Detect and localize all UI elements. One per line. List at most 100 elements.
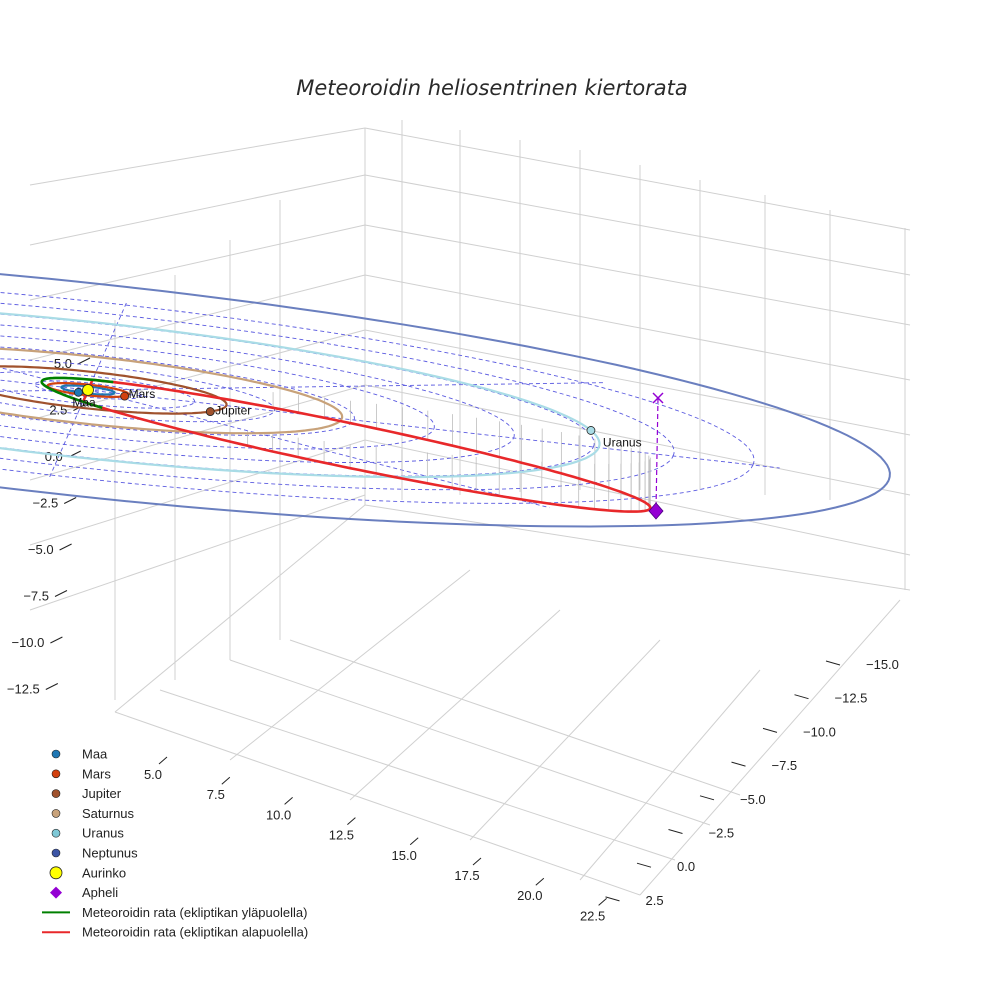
ecliptic-radial-line	[87, 301, 128, 391]
ecliptic-reference-ring	[0, 358, 275, 423]
y-tick-mark	[762, 727, 778, 733]
legend-label: Mars	[82, 766, 111, 781]
z-axis-ticks: 5.02.50.0−2.5−5.0−7.5−10.0−12.5	[7, 356, 91, 697]
y-tick-mark	[825, 660, 841, 666]
y-tick-mark	[636, 862, 652, 868]
x-tick-label: 15.0	[392, 848, 417, 863]
y-tick-label: 0.0	[677, 859, 695, 874]
z-tick-mark	[59, 543, 72, 551]
orbit-ring-saturnus	[0, 347, 344, 435]
aphelion-marker	[648, 502, 664, 520]
legend-marker	[50, 886, 62, 899]
x-tick-label: 22.5	[580, 908, 605, 923]
ecliptic-reference-ring	[0, 324, 515, 463]
x-tick-mark	[284, 797, 293, 805]
orbit-ring-uranus	[0, 312, 601, 479]
planet-label-mars: Mars	[129, 387, 156, 401]
orbit-ring-jupiter	[0, 365, 228, 415]
z-tick-label: −12.5	[7, 682, 40, 697]
aphelion-projection-line	[655, 397, 659, 511]
planet-markers: Maa Mars Jupiter Uranus	[72, 384, 642, 449]
y-tick-label: −15.0	[866, 657, 899, 672]
y-tick-mark	[668, 829, 683, 834]
y-tick-label: −10.0	[803, 724, 836, 739]
y-tick-label: −2.5	[709, 826, 735, 841]
y-tick-mark	[794, 694, 809, 700]
orbit-ring-maa	[60, 384, 116, 396]
y-axis-ticks: −15.0 −12.5 −10.0 −7.5 −5.0 −2.5 0.0 2.5	[605, 657, 899, 908]
x-tick-label: 17.5	[454, 868, 479, 883]
planet-label-maa: Maa	[72, 395, 96, 409]
legend: Maa Mars Jupiter Saturnus Uranus Neptunus Auri…	[42, 747, 308, 940]
x-tick-mark	[409, 837, 419, 846]
legend-marker	[51, 809, 61, 818]
ecliptic-radial-line	[87, 382, 605, 391]
planet-orbits	[0, 273, 891, 528]
chart-title: Meteoroidin heliosentrinen kiertorata	[296, 76, 688, 100]
legend-label: Neptunus	[82, 846, 138, 861]
z-tick-mark	[54, 590, 68, 597]
x-tick-label: 7.5	[207, 787, 225, 802]
y-tick-label: −7.5	[772, 758, 798, 773]
legend-marker	[51, 828, 61, 838]
ecliptic-reference-grid	[0, 292, 780, 509]
x-tick-mark	[598, 898, 607, 906]
z-tick-label: 5.0	[54, 356, 72, 371]
ecliptic-reference-ring	[0, 302, 675, 491]
ecliptic-reference-ring	[34, 380, 142, 400]
x-tick-label: 10.0	[266, 807, 291, 822]
legend-marker	[51, 789, 61, 798]
sun-marker	[82, 384, 94, 396]
meteoroid-orbit-below-ecliptic	[81, 378, 652, 513]
y-tick-label: −5.0	[740, 792, 766, 807]
z-tick-label: 0.0	[45, 449, 63, 464]
x-tick-mark	[347, 817, 356, 825]
z-tick-label: −7.5	[23, 589, 49, 604]
legend-marker	[49, 866, 63, 880]
y-tick-mark	[605, 896, 620, 902]
legend-label: Saturnus	[82, 806, 135, 821]
ecliptic-reference-ring	[0, 292, 755, 504]
meteoroid-orbit-above-ecliptic	[40, 376, 114, 410]
legend-marker	[51, 769, 61, 779]
legend-label: Jupiter	[82, 786, 122, 801]
planet-label-uranus: Uranus	[603, 435, 642, 449]
y-tick-label: −12.5	[835, 691, 868, 706]
legend-marker	[51, 749, 61, 759]
ecliptic-radial-line	[87, 389, 780, 469]
ecliptic-radial-line	[48, 389, 89, 479]
x-tick-mark	[158, 756, 168, 765]
z-tick-label: −5.0	[28, 542, 54, 557]
planet-uranus	[586, 426, 596, 435]
legend-label: Meteoroidin rata (ekliptikan yläpuolella…	[82, 905, 307, 920]
z-tick-mark	[50, 636, 63, 644]
legend-marker	[51, 848, 61, 858]
planet-mars	[120, 391, 130, 401]
x-tick-mark	[221, 776, 231, 785]
x-axis-ticks: 5.0 7.5 10.0 12.5 15.0 17.5 20.0 22.5	[144, 756, 607, 923]
aphelion-projection-marker	[652, 392, 664, 404]
ecliptic-radial-line	[0, 389, 89, 392]
legend-label: Aurinko	[82, 865, 126, 880]
z-tick-label: −2.5	[33, 496, 59, 511]
ecliptic-reference-ring	[0, 335, 435, 450]
planet-label-jupiter: Jupiter	[215, 404, 251, 418]
z-tick-mark	[63, 497, 77, 504]
x-tick-label: 12.5	[329, 828, 354, 843]
ecliptic-radial-line	[0, 367, 89, 391]
x-tick-mark	[472, 857, 482, 866]
planet-maa	[73, 387, 83, 397]
legend-label: Maa	[82, 747, 108, 762]
x-tick-mark	[535, 877, 545, 886]
planet-jupiter	[205, 407, 215, 416]
orbit-ring-neptunus	[0, 273, 891, 528]
z-tick-label: −10.0	[11, 635, 44, 650]
z-tick-mark	[45, 683, 59, 690]
x-tick-label: 20.0	[517, 888, 542, 903]
y-tick-label: 2.5	[646, 893, 664, 908]
legend-label: Uranus	[82, 826, 124, 841]
ecliptic-reference-ring	[0, 371, 196, 409]
ecliptic-radial-line	[87, 389, 550, 509]
y-tick-mark	[731, 761, 746, 767]
